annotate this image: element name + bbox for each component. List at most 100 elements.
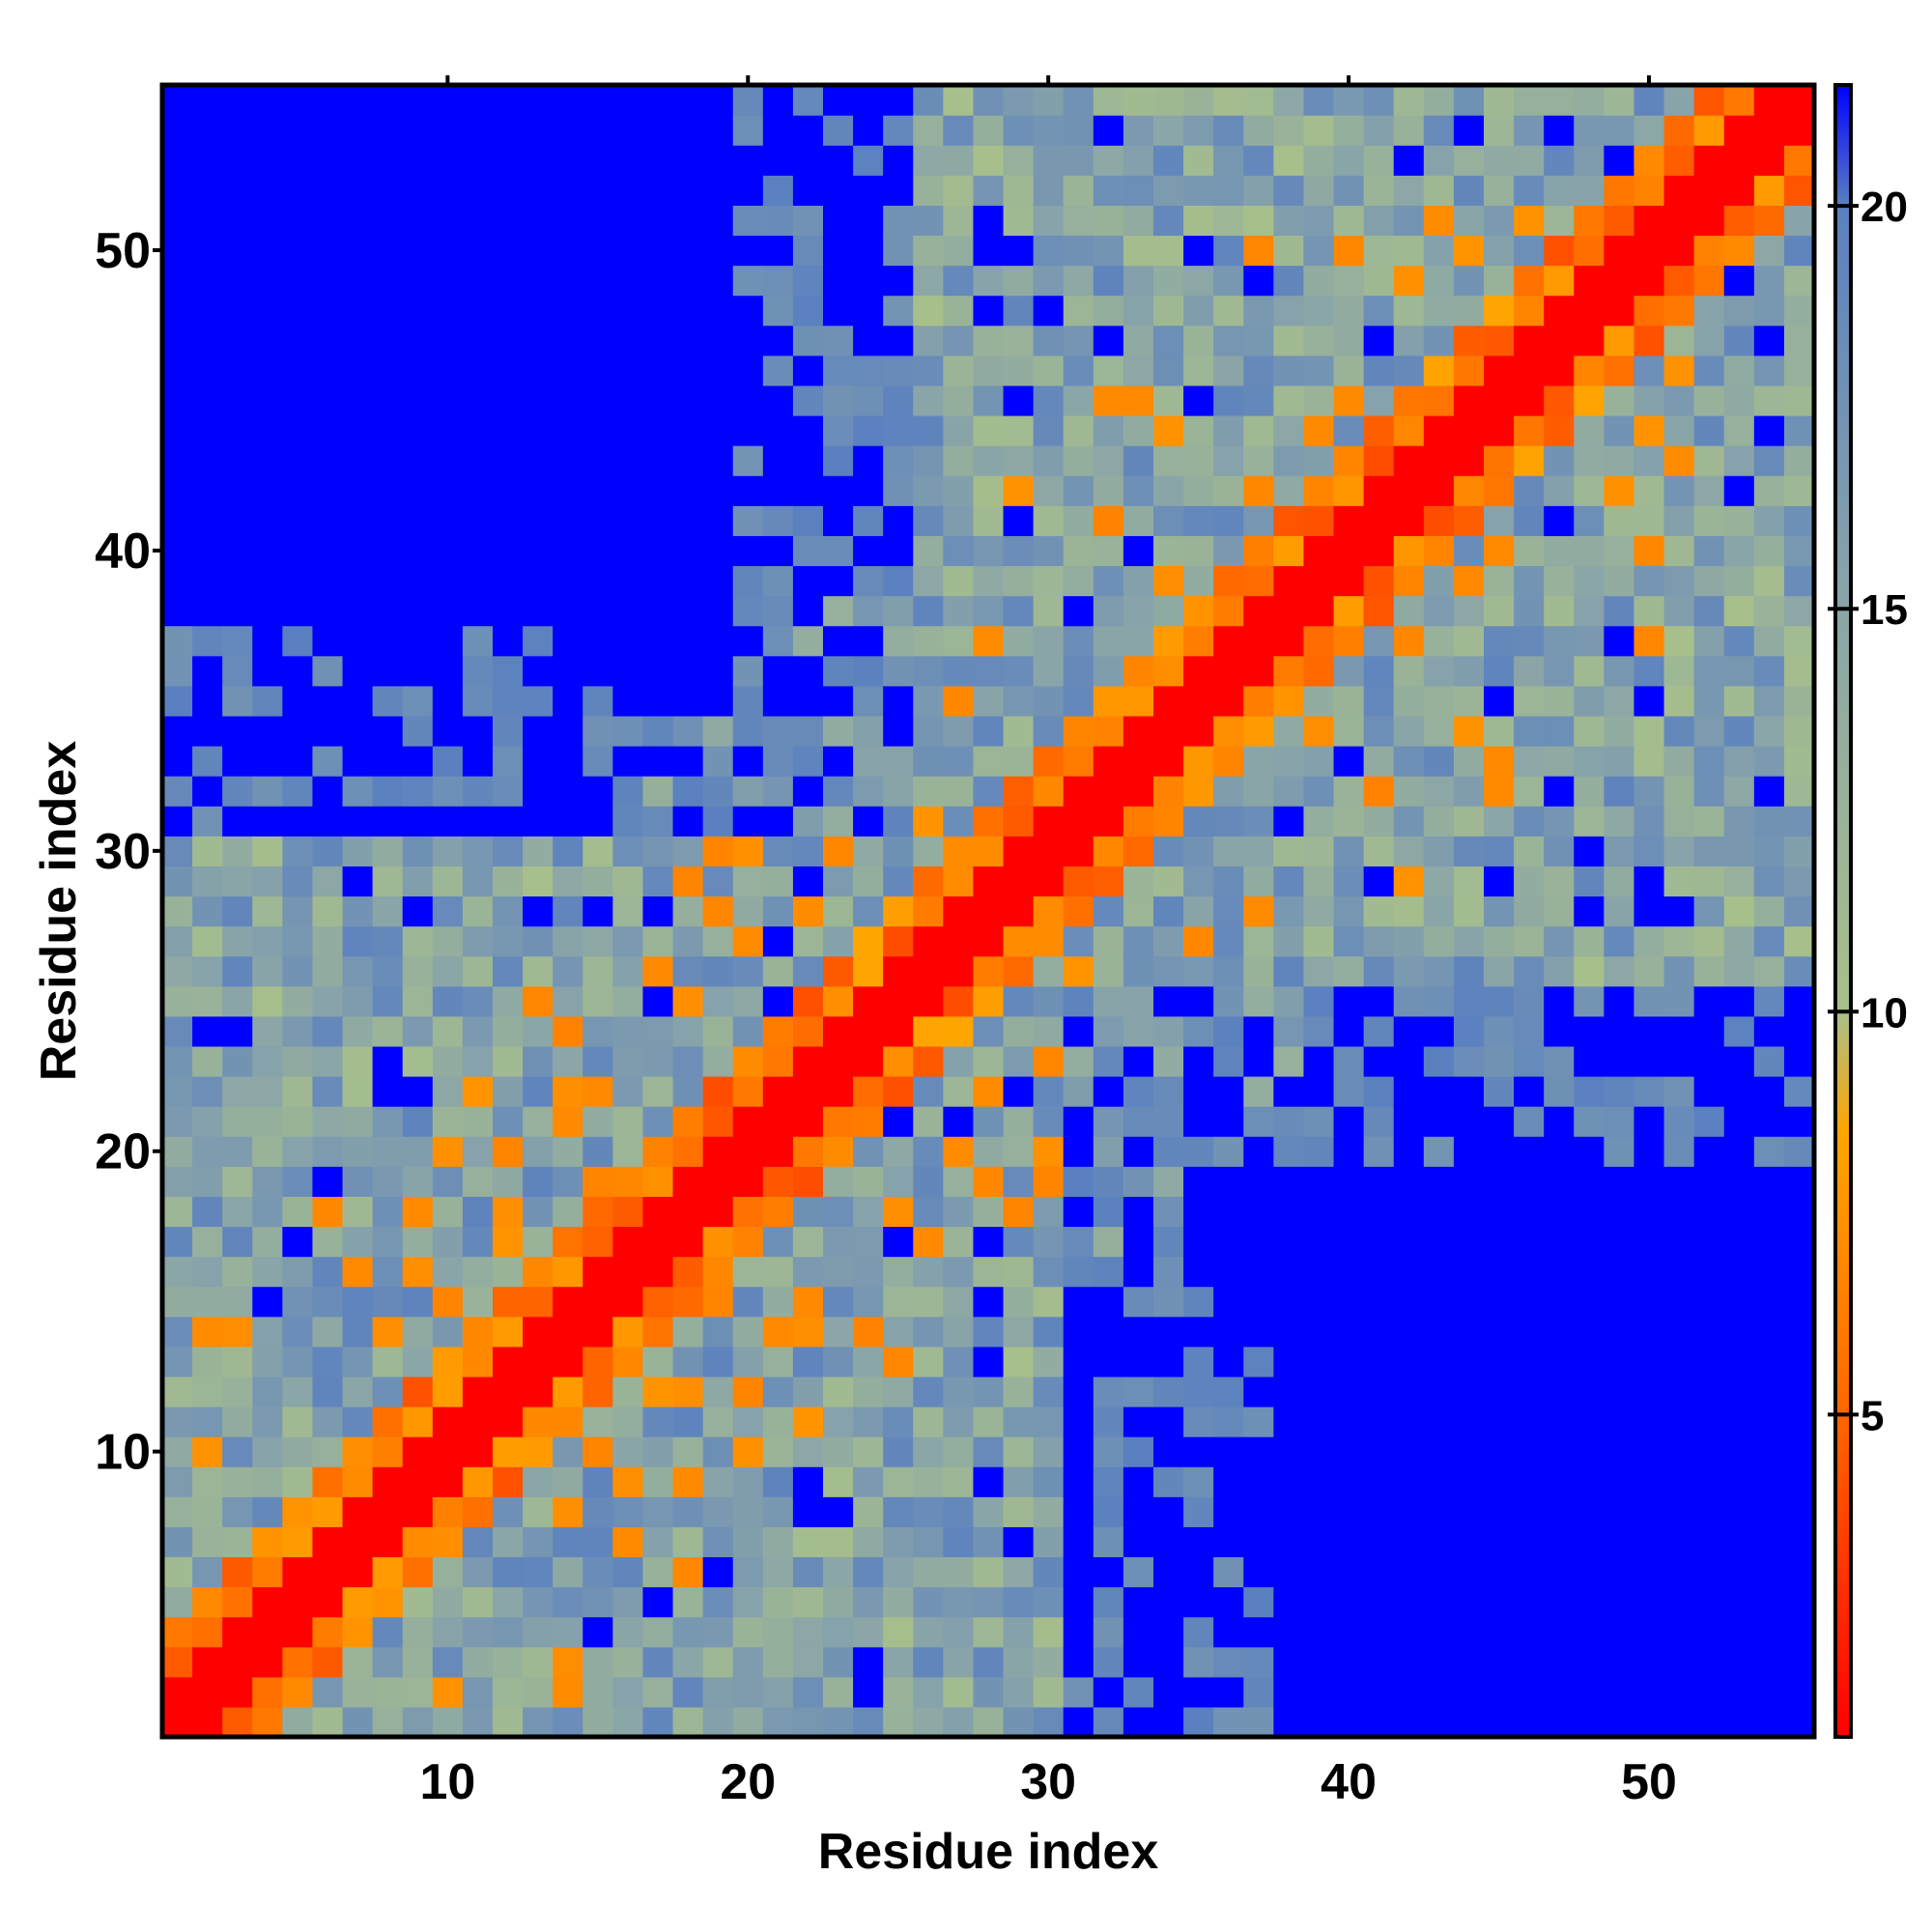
heatmap-cell — [1122, 1586, 1154, 1618]
heatmap-cell — [342, 715, 374, 747]
heatmap-cell — [1783, 1526, 1815, 1558]
heatmap-cell — [1634, 625, 1665, 657]
heatmap-cell — [432, 836, 464, 867]
heatmap-cell — [612, 1676, 644, 1708]
heatmap-cell — [1333, 565, 1365, 597]
heatmap-cell — [1153, 806, 1184, 837]
heatmap-cell — [1153, 1045, 1184, 1077]
heatmap-cell — [1122, 445, 1154, 476]
heatmap-cell — [222, 776, 253, 807]
heatmap-cell — [1663, 895, 1695, 927]
heatmap-cell — [462, 384, 494, 416]
heatmap-cell — [1063, 384, 1094, 416]
heatmap-cell — [1122, 1136, 1154, 1167]
heatmap-cell — [582, 445, 613, 476]
heatmap-cell — [372, 565, 404, 597]
heatmap-cell — [553, 175, 583, 206]
heatmap-cell — [1363, 1706, 1395, 1738]
heatmap-cell — [1243, 1196, 1274, 1228]
heatmap-cell — [1183, 1526, 1214, 1558]
heatmap-cell — [612, 1286, 644, 1318]
heatmap-cell — [883, 535, 914, 567]
heatmap-cell — [702, 895, 734, 927]
heatmap-cell — [1783, 1346, 1815, 1378]
heatmap-cell — [1634, 1286, 1665, 1318]
heatmap-cell — [523, 1586, 554, 1618]
heatmap-cell — [823, 1196, 854, 1228]
heatmap-cell — [1544, 1106, 1575, 1137]
heatmap-cell — [823, 625, 854, 657]
heatmap-cell — [943, 1706, 975, 1738]
heatmap-cell — [1363, 535, 1395, 567]
heatmap-cell — [1003, 1406, 1035, 1437]
heatmap-cell — [1003, 1106, 1035, 1137]
heatmap-cell — [1363, 115, 1395, 146]
heatmap-cell — [1723, 355, 1755, 386]
heatmap-cell — [1183, 265, 1214, 297]
heatmap-cell — [582, 1226, 613, 1258]
heatmap-cell — [162, 1676, 193, 1708]
heatmap-cell — [823, 1586, 854, 1618]
heatmap-cell — [222, 505, 253, 536]
heatmap-cell — [973, 1226, 1005, 1258]
heatmap-cell — [1514, 985, 1545, 1017]
heatmap-cell — [1723, 746, 1755, 777]
heatmap-cell — [1634, 866, 1665, 897]
heatmap-cell — [1574, 955, 1605, 987]
heatmap-cell — [672, 776, 704, 807]
heatmap-cell — [342, 1466, 374, 1497]
heatmap-cell — [1453, 145, 1485, 176]
heatmap-cell — [1183, 925, 1214, 957]
heatmap-cell — [553, 1376, 583, 1407]
heatmap-cell — [1153, 445, 1184, 476]
heatmap-cell — [462, 1136, 494, 1167]
heatmap-cell — [1663, 535, 1695, 567]
heatmap-cell — [672, 85, 704, 116]
heatmap-cell — [553, 925, 583, 957]
heatmap-cell — [582, 836, 613, 867]
heatmap-cell — [1663, 445, 1695, 476]
heatmap-cell — [523, 475, 554, 506]
heatmap-cell — [1723, 1196, 1755, 1228]
heatmap-cell — [523, 1076, 554, 1107]
heatmap-cell — [943, 1166, 975, 1197]
heatmap-cell — [913, 1136, 944, 1167]
plot-frame — [159, 82, 1817, 1740]
heatmap-cell — [1153, 175, 1184, 206]
heatmap-cell — [1273, 115, 1305, 146]
heatmap-cell — [1723, 836, 1755, 867]
heatmap-cell — [612, 384, 644, 416]
heatmap-cell — [1243, 1376, 1274, 1407]
heatmap-cell — [1423, 505, 1455, 536]
heatmap-cell — [702, 1226, 734, 1258]
heatmap-cell — [1423, 866, 1455, 897]
heatmap-cell — [252, 175, 283, 206]
heatmap-cell — [402, 806, 434, 837]
heatmap-cell — [342, 1226, 374, 1258]
heatmap-cell — [1604, 325, 1635, 356]
heatmap-cell — [312, 235, 344, 267]
heatmap-cell — [1423, 205, 1455, 237]
heatmap-cell — [1093, 175, 1124, 206]
heatmap-cell — [792, 836, 824, 867]
heatmap-cell — [1544, 955, 1575, 987]
heatmap-cell — [1693, 715, 1725, 747]
heatmap-cell — [1574, 1346, 1605, 1378]
heatmap-cell — [792, 295, 824, 327]
heatmap-cell — [1213, 925, 1244, 957]
heatmap-cell — [1723, 325, 1755, 356]
heatmap-cell — [1693, 985, 1725, 1017]
heatmap-cell — [702, 1286, 734, 1318]
heatmap-cell — [1363, 85, 1395, 116]
heatmap-cell — [792, 1376, 824, 1407]
heatmap-cell — [1122, 985, 1154, 1017]
heatmap-cell — [523, 1316, 554, 1348]
heatmap-cell — [402, 985, 434, 1017]
heatmap-cell — [312, 685, 344, 717]
heatmap-cell — [672, 235, 704, 267]
heatmap-cell — [1122, 925, 1154, 957]
heatmap-cell — [1273, 415, 1305, 446]
heatmap-cell — [1723, 1436, 1755, 1467]
heatmap-cell — [1213, 384, 1244, 416]
heatmap-cell — [883, 1676, 914, 1708]
